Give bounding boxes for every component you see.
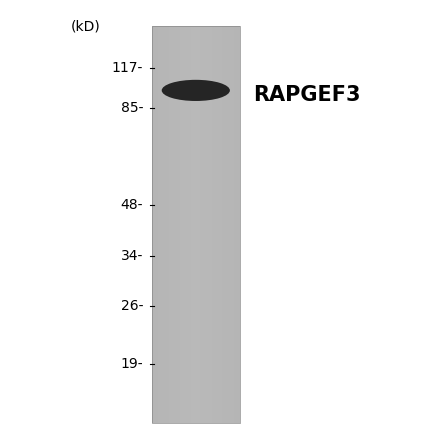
Bar bbox=[168, 26, 169, 423]
Bar bbox=[224, 26, 225, 423]
Bar bbox=[155, 26, 156, 423]
Bar bbox=[194, 26, 196, 423]
Text: 48-: 48- bbox=[121, 198, 143, 212]
Bar bbox=[228, 26, 230, 423]
Bar bbox=[162, 26, 164, 423]
Bar bbox=[166, 26, 168, 423]
Bar bbox=[216, 26, 218, 423]
Bar bbox=[206, 26, 208, 423]
Bar bbox=[180, 26, 181, 423]
Bar bbox=[153, 26, 155, 423]
Bar bbox=[203, 26, 205, 423]
Bar bbox=[197, 26, 199, 423]
Bar bbox=[184, 26, 186, 423]
Bar bbox=[199, 26, 200, 423]
Bar bbox=[193, 26, 194, 423]
Text: 19-: 19- bbox=[121, 357, 143, 371]
Bar bbox=[158, 26, 159, 423]
Bar bbox=[164, 26, 165, 423]
Ellipse shape bbox=[162, 80, 230, 101]
Bar bbox=[152, 26, 240, 423]
Text: (kD): (kD) bbox=[71, 20, 101, 34]
Bar bbox=[175, 26, 177, 423]
Bar bbox=[202, 26, 203, 423]
Bar bbox=[177, 26, 178, 423]
Bar bbox=[165, 26, 166, 423]
Bar bbox=[225, 26, 227, 423]
Bar bbox=[235, 26, 237, 423]
Bar bbox=[196, 26, 197, 423]
Bar bbox=[221, 26, 222, 423]
Bar bbox=[231, 26, 232, 423]
Bar bbox=[238, 26, 240, 423]
Bar bbox=[227, 26, 228, 423]
Bar bbox=[208, 26, 209, 423]
Bar bbox=[222, 26, 224, 423]
Bar bbox=[237, 26, 238, 423]
Bar bbox=[218, 26, 219, 423]
Bar bbox=[219, 26, 221, 423]
Bar bbox=[209, 26, 210, 423]
Bar bbox=[232, 26, 234, 423]
Bar bbox=[187, 26, 188, 423]
Bar bbox=[188, 26, 190, 423]
Bar bbox=[159, 26, 161, 423]
Bar bbox=[190, 26, 191, 423]
Bar bbox=[200, 26, 202, 423]
Bar bbox=[156, 26, 158, 423]
Bar bbox=[181, 26, 183, 423]
Bar bbox=[186, 26, 187, 423]
Bar bbox=[171, 26, 172, 423]
Bar bbox=[212, 26, 213, 423]
Bar bbox=[169, 26, 171, 423]
Bar bbox=[234, 26, 235, 423]
Bar bbox=[174, 26, 175, 423]
Bar bbox=[191, 26, 193, 423]
Text: 26-: 26- bbox=[121, 299, 143, 314]
Bar bbox=[178, 26, 180, 423]
Bar bbox=[213, 26, 215, 423]
Bar bbox=[210, 26, 212, 423]
Bar bbox=[205, 26, 206, 423]
Text: 117-: 117- bbox=[112, 61, 143, 75]
Text: RAPGEF3: RAPGEF3 bbox=[253, 85, 360, 105]
Bar bbox=[183, 26, 184, 423]
Bar bbox=[215, 26, 216, 423]
Bar bbox=[230, 26, 231, 423]
Text: 34-: 34- bbox=[121, 249, 143, 263]
Bar bbox=[172, 26, 174, 423]
Text: 85-: 85- bbox=[121, 101, 143, 115]
Bar bbox=[152, 26, 153, 423]
Bar bbox=[161, 26, 162, 423]
